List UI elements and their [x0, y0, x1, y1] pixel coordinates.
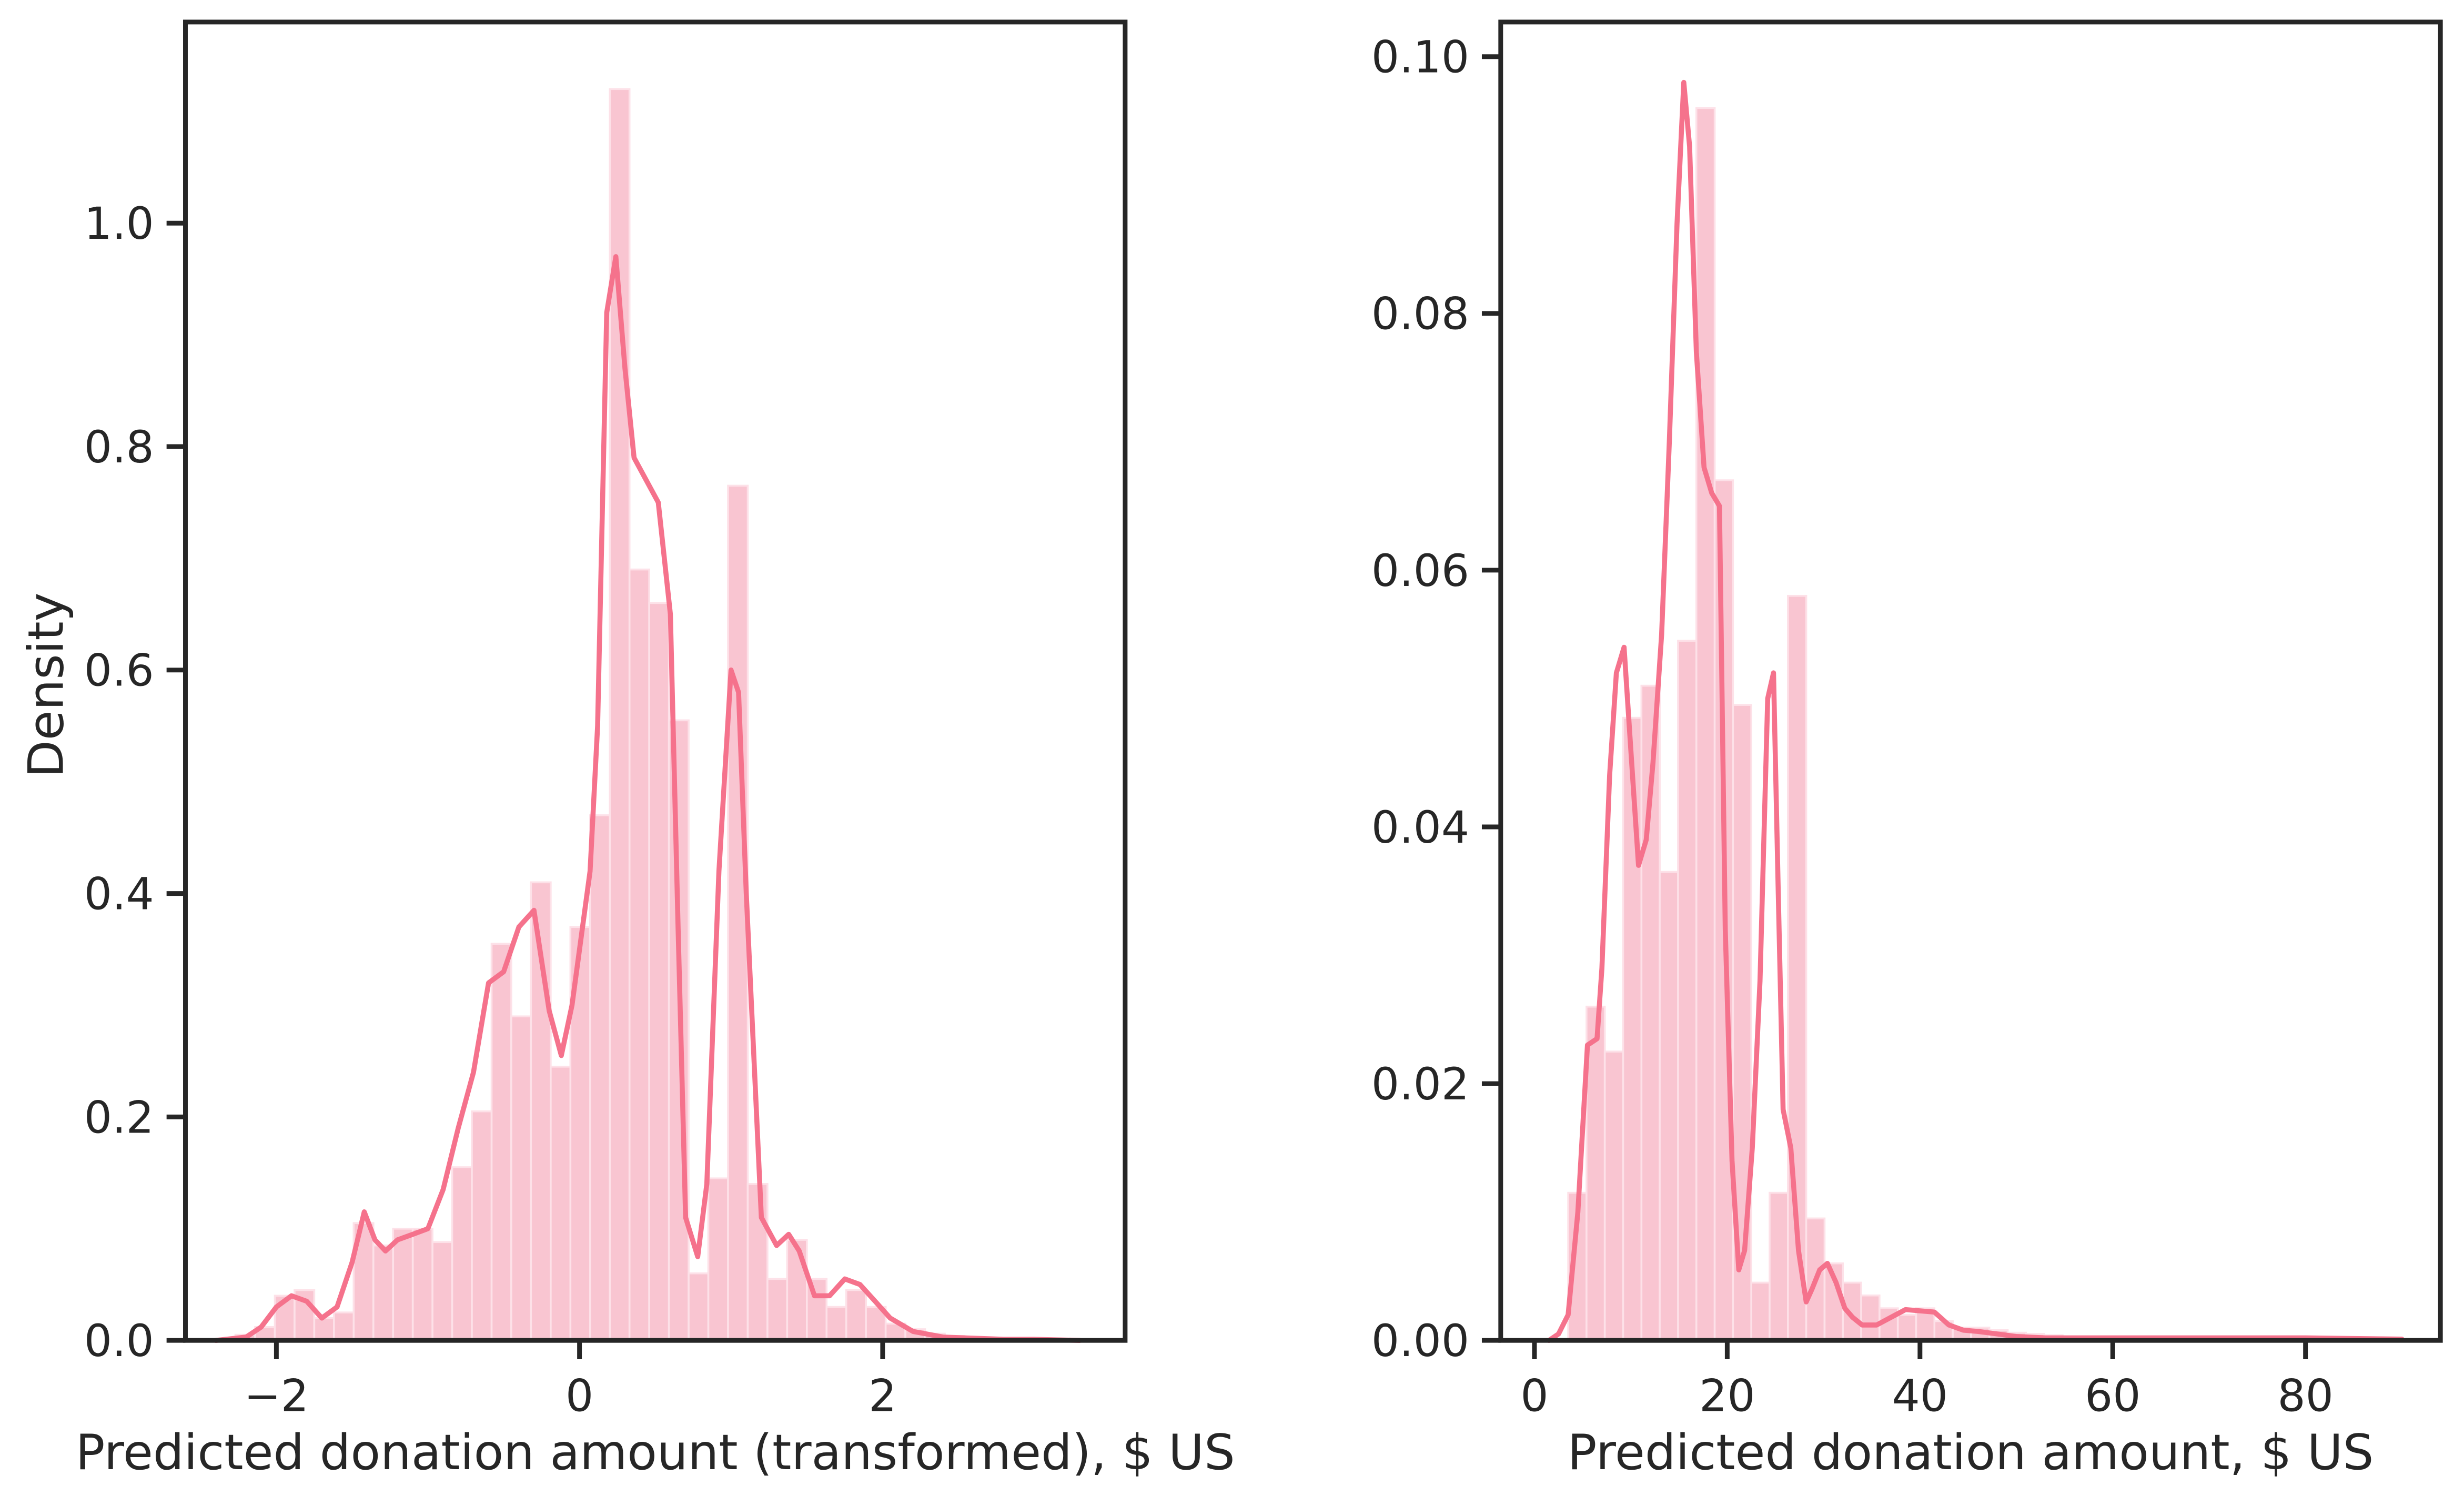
- left-chart: 0.0 0.2 0.4 0.6 0.8 1.0 −2 0 2 Predicted donati…: [17, 19, 1235, 1481]
- histogram-bar: [845, 1289, 867, 1341]
- y-tick-label: 0.08: [1371, 288, 1469, 340]
- right-axes-frame: [1498, 19, 2443, 1343]
- right-y-ticks: 0.00 0.02 0.04 0.06 0.08 0.10: [1371, 32, 1501, 1367]
- histogram-bar: [550, 1066, 572, 1341]
- x-tick-label: 60: [2085, 1370, 2140, 1422]
- histogram-bar: [313, 1317, 335, 1341]
- histogram-bar: [372, 1244, 395, 1341]
- left-histogram-bars: [234, 88, 1045, 1341]
- histogram-bar: [1603, 1050, 1624, 1341]
- histogram-bar: [628, 568, 650, 1341]
- x-tick-label: 80: [2277, 1370, 2333, 1422]
- histogram-bar: [727, 484, 749, 1341]
- x-tick-label: 40: [1892, 1370, 1948, 1422]
- y-tick-label: 0.02: [1371, 1058, 1469, 1110]
- x-tick-label: 20: [1699, 1370, 1755, 1422]
- x-tick-label: 2: [869, 1370, 896, 1422]
- left-x-axis-label: Predicted donation amount (transformed),…: [76, 1424, 1235, 1481]
- histogram-bar: [1695, 107, 1716, 1341]
- x-tick-label: 0: [565, 1370, 593, 1422]
- histogram-bar: [1713, 479, 1734, 1341]
- histogram-bar: [1659, 871, 1679, 1341]
- right-kde-curve: [1546, 79, 2405, 1343]
- histogram-bar: [392, 1228, 414, 1341]
- x-tick-label: 0: [1520, 1370, 1548, 1422]
- left-y-ticks: 0.0 0.2 0.4 0.6 0.8 1.0: [84, 198, 186, 1367]
- histogram-bar: [1769, 1191, 1789, 1341]
- histogram-bar: [825, 1306, 847, 1341]
- histogram-bar: [766, 1278, 789, 1341]
- right-x-axis-label: Predicted donation amount, $ US: [1568, 1424, 2374, 1481]
- left-kde-curve: [213, 254, 1083, 1343]
- y-tick-label: 0.06: [1371, 545, 1469, 597]
- y-tick-label: 0.04: [1371, 802, 1469, 853]
- histogram-bar: [786, 1239, 808, 1341]
- right-chart: 0.00 0.02 0.04 0.06 0.08 0.10 0 20 40 60 80 Predi…: [1371, 19, 2443, 1481]
- y-tick-label: 0.10: [1371, 32, 1469, 83]
- y-tick-label: 0.8: [84, 421, 154, 473]
- histogram-bar: [648, 602, 670, 1341]
- histogram-bar: [1750, 1281, 1771, 1341]
- histogram-bar: [471, 1110, 493, 1341]
- histogram-bar: [490, 943, 512, 1341]
- histogram-bar: [746, 1183, 769, 1341]
- y-tick-label: 0.4: [84, 868, 154, 919]
- histogram-bar: [589, 814, 611, 1341]
- histogram-bar: [411, 1228, 433, 1341]
- histogram-bar: [431, 1241, 453, 1341]
- histogram-bar: [1586, 1005, 1606, 1341]
- y-tick-label: 0.0: [84, 1315, 154, 1367]
- left-x-ticks: −2 0 2: [244, 1340, 896, 1422]
- y-tick-label: 0.6: [84, 645, 154, 696]
- y-tick-label: 0.2: [84, 1091, 154, 1143]
- y-tick-label: 0.00: [1371, 1315, 1469, 1367]
- histogram-bar: [451, 1166, 473, 1341]
- y-tick-label: 1.0: [84, 198, 154, 249]
- histogram-bar: [688, 1272, 710, 1341]
- histogram-bar: [510, 1015, 532, 1341]
- histogram-bar: [1622, 716, 1643, 1341]
- histogram-bar: [1677, 640, 1698, 1341]
- histogram-bar: [333, 1311, 355, 1341]
- left-y-axis-label: Density: [17, 592, 74, 777]
- right-x-ticks: 0 20 40 60 80: [1520, 1340, 2334, 1422]
- histogram-bar: [1896, 1313, 1917, 1341]
- x-tick-label: −2: [244, 1370, 309, 1422]
- right-histogram-bars: [1567, 107, 2082, 1341]
- left-axes-frame: [183, 19, 1128, 1343]
- histogram-bar: [1860, 1294, 1881, 1341]
- histogram-bar: [707, 1177, 729, 1341]
